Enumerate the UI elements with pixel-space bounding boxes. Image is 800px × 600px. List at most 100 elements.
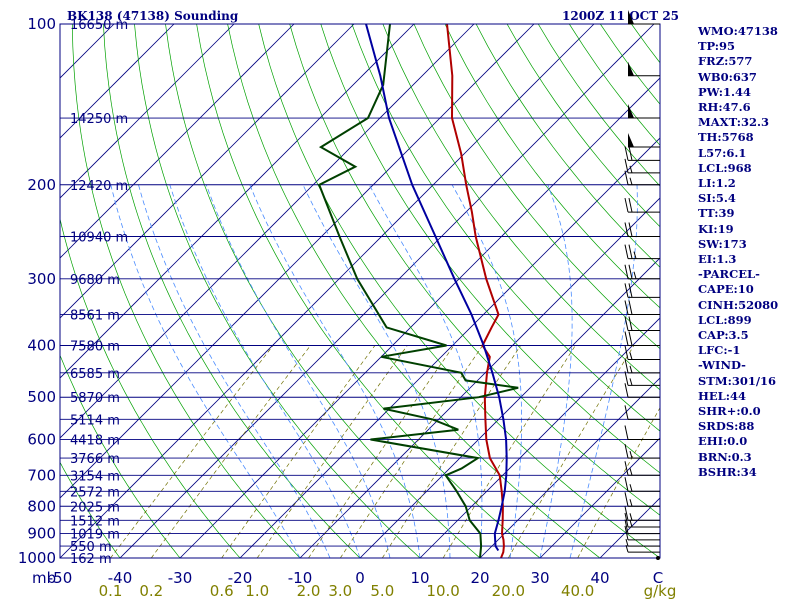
isotherm-line	[60, 24, 415, 379]
pressure-unit-label: mb	[32, 569, 56, 587]
temperature-tick: -10	[288, 569, 313, 587]
wind-barb-flag	[624, 443, 629, 459]
pressure-tick: 700	[27, 466, 56, 484]
index-item: TP:95	[698, 39, 736, 54]
temperature-tick: 40	[590, 569, 609, 587]
wind-barb-half-flag	[633, 251, 637, 259]
height-label: 5114 m	[70, 413, 120, 428]
index-item: STM:301/16	[698, 373, 777, 388]
mixing-ratio-tick: 2.0	[297, 582, 321, 600]
wind-barb-half-flag	[629, 365, 633, 373]
pressure-tick: 800	[27, 497, 56, 515]
pressure-tick: 200	[27, 176, 56, 194]
moist-adiabat-line	[138, 184, 331, 558]
pressure-tick: 400	[27, 337, 56, 355]
wind-barb-flag	[624, 331, 629, 346]
wind-barb-flag	[628, 197, 633, 213]
pressure-tick: 900	[27, 525, 56, 543]
index-item: L57:6.1	[698, 145, 747, 160]
wind-barb-half-flag	[629, 352, 633, 360]
height-label: 3766 m	[70, 452, 120, 467]
wind-barb-flag	[624, 146, 629, 161]
wind-barb-pennant	[628, 10, 634, 24]
height-label: 5870 m	[70, 391, 120, 406]
wind-barb-pennant	[628, 104, 634, 119]
wind-barb-half-flag	[629, 484, 633, 492]
wind-barb-flag	[624, 358, 629, 373]
wind-barb-half-flag	[629, 177, 633, 185]
wind-barb-flag	[628, 264, 633, 279]
wind-barb-half-flag	[625, 538, 629, 547]
mixing-ratio-line	[221, 345, 376, 558]
height-label: 6585 m	[70, 367, 120, 382]
isotherm-line	[60, 24, 235, 199]
moist-adiabat-line	[205, 184, 391, 558]
wind-barb-flag	[628, 331, 633, 346]
wind-barb-flag	[624, 405, 629, 420]
mixing-ratio-line	[110, 345, 274, 558]
wind-barb-flag	[628, 283, 633, 298]
wind-barb-flag	[624, 525, 629, 541]
mixing-ratio-tick: 1.0	[245, 582, 269, 600]
isotherm-line	[119, 24, 655, 558]
height-label: 1019 m	[70, 528, 120, 543]
height-label: 12420 m	[70, 179, 128, 194]
mixing-ratio-tick: 3.0	[328, 582, 352, 600]
wind-barb-half-flag	[629, 513, 633, 521]
temperature-tick: 0	[355, 569, 365, 587]
wind-barb-flag	[624, 244, 629, 259]
height-label: 8561 m	[70, 309, 120, 324]
temperature-tick: -50	[48, 569, 73, 587]
wind-barb-flag	[624, 425, 629, 440]
isotherm-line	[60, 24, 355, 319]
axis-labels: 16650 m 14250 m 12420 m 10940 m 9680 m 8561 m…	[18, 15, 677, 600]
wind-barb-flag	[624, 197, 629, 213]
mixing-ratio-unit-label: g/kg	[644, 582, 677, 600]
temperature-tick: -30	[168, 569, 193, 587]
dry-adiabat-line	[289, 24, 660, 516]
height-label: 162 m	[70, 552, 112, 567]
mixing-ratio-tick: 5.0	[370, 582, 394, 600]
index-item: PW:1.44	[698, 84, 752, 99]
index-item: TH:5768	[698, 130, 754, 145]
height-label: 550 m	[70, 540, 112, 555]
station-title: BK138 (47138) Sounding	[67, 9, 239, 23]
index-item: LFC:-1	[698, 343, 741, 358]
index-item: EI:1.3	[698, 252, 737, 267]
mixing-ratio-tick: 0.2	[139, 582, 163, 600]
height-label: 9680 m	[70, 273, 120, 288]
temperature-tick: 20	[470, 569, 489, 587]
index-item: -PARCEL-	[698, 267, 760, 282]
isotherm-line	[239, 137, 660, 558]
mixing-ratio-tick: 40.0	[561, 582, 594, 600]
wind-barb-flag	[624, 283, 629, 298]
wind-barb-flag	[624, 316, 629, 331]
height-label: 14250 m	[70, 112, 128, 127]
wind-barb-flag	[628, 146, 633, 161]
height-label: 10940 m	[70, 230, 128, 245]
height-label: 2025 m	[70, 500, 120, 515]
index-item: CAP:3.5	[698, 328, 749, 343]
wind-barb-flag	[624, 371, 629, 386]
mixing-ratio-line	[507, 345, 635, 558]
isotherm-line	[539, 437, 660, 558]
isotherm-line	[479, 377, 660, 558]
moist-adiabat-line	[110, 184, 301, 558]
pressure-tick: 500	[27, 388, 56, 406]
wind-barb-pennant	[628, 133, 634, 148]
temperature-tick: -20	[228, 569, 253, 587]
pressure-tick: 100	[27, 15, 56, 33]
isotherm-line	[60, 24, 475, 439]
index-item: LCL:968	[698, 160, 752, 175]
temperature-tick: 30	[530, 569, 549, 587]
moist-adiabat-line	[368, 184, 483, 558]
sounding-profiles	[317, 24, 519, 558]
isobar-lines	[60, 23, 660, 559]
isotherm-line	[60, 24, 535, 499]
index-item: BRN:0.3	[698, 449, 752, 464]
wind-barb-half-flag	[629, 468, 633, 476]
index-item: -WIND-	[698, 358, 746, 373]
index-item: CINH:52080	[698, 297, 779, 312]
wind-barb-flag	[624, 300, 629, 315]
